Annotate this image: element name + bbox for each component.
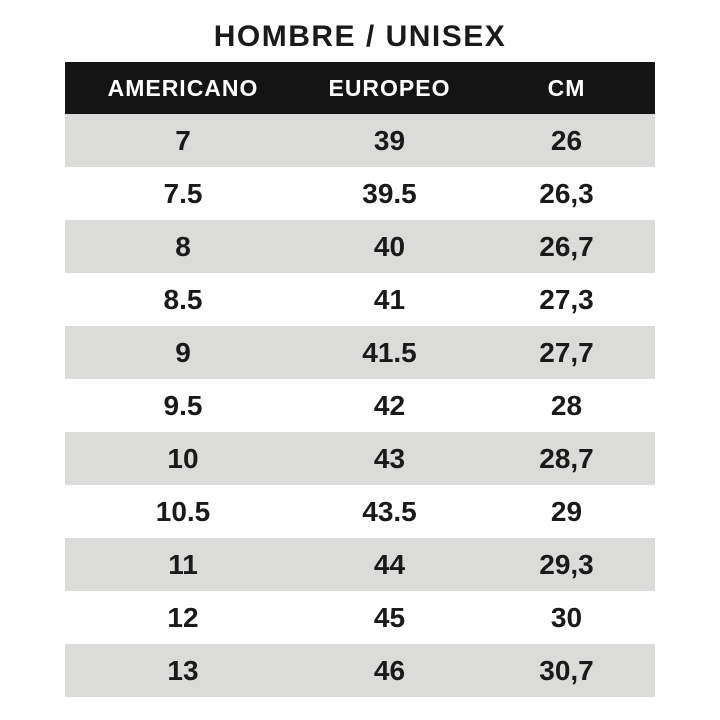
- cell-americano: 9.5: [163, 389, 203, 421]
- cell-americano: 7: [175, 124, 191, 156]
- cell-cm: 28: [550, 389, 583, 421]
- cell-europeo: 41.5: [362, 336, 417, 368]
- table-row: 9 41.5 27,7: [65, 326, 655, 379]
- table-body: 7 39 26 7.5 39.5 26,3 8 40 26,7 8.5 41 27,3 9 41.5 27,…: [65, 114, 655, 697]
- cell-europeo: 41: [373, 283, 406, 315]
- table-row: 13 46 30,7: [65, 644, 655, 697]
- cell-cm: 27,3: [539, 283, 594, 315]
- table-row: 11 44 29,3: [65, 538, 655, 591]
- cell-americano: 11: [168, 548, 198, 580]
- cell-europeo: 46: [373, 654, 406, 686]
- cell-americano: 13: [167, 654, 199, 686]
- table-row: 8.5 41 27,3: [65, 273, 655, 326]
- cell-americano: 8: [175, 230, 191, 262]
- table-row: 9.5 42 28: [65, 379, 655, 432]
- table-header-row: AMERICANO EUROPEO CM: [65, 62, 655, 114]
- table-row: 12 45 30: [65, 591, 655, 644]
- cell-cm: 29,3: [539, 548, 594, 580]
- cell-europeo: 45: [373, 601, 406, 633]
- cell-europeo: 39.5: [362, 177, 417, 209]
- cell-europeo: 40: [373, 230, 406, 262]
- cell-cm: 28,7: [539, 442, 594, 474]
- cell-europeo: 42: [373, 389, 406, 421]
- cell-cm: 26,3: [539, 177, 594, 209]
- table-row: 7.5 39.5 26,3: [65, 167, 655, 220]
- column-header-americano: AMERICANO: [107, 74, 259, 101]
- size-conversion-table: AMERICANO EUROPEO CM 7 39 26 7.5 39.5 26,3 8 40…: [65, 62, 655, 697]
- cell-americano: 12: [167, 601, 199, 633]
- page-title: HOMBRE / UNISEX: [213, 20, 507, 53]
- table-row: 8 40 26,7: [65, 220, 655, 273]
- cell-americano: 10.5: [155, 495, 211, 527]
- table-row: 7 39 26: [65, 114, 655, 167]
- cell-cm: 26: [550, 124, 583, 156]
- column-header-europeo: EUROPEO: [328, 74, 451, 101]
- table-row: 10.5 43.5 29: [65, 485, 655, 538]
- cell-europeo: 39: [373, 124, 406, 156]
- table-row: 10 43 28,7: [65, 432, 655, 485]
- cell-cm: 30,7: [539, 654, 594, 686]
- cell-cm: 30: [550, 601, 583, 633]
- cell-americano: 7.5: [163, 177, 203, 209]
- cell-americano: 10: [167, 442, 199, 474]
- cell-americano: 8.5: [163, 283, 203, 315]
- cell-americano: 9: [175, 336, 191, 368]
- cell-cm: 29: [550, 495, 583, 527]
- cell-cm: 26,7: [539, 230, 594, 262]
- column-header-cm: CM: [547, 74, 586, 101]
- cell-europeo: 43: [373, 442, 406, 474]
- cell-europeo: 43.5: [362, 495, 417, 527]
- cell-cm: 27,7: [539, 336, 594, 368]
- cell-europeo: 44: [373, 548, 406, 580]
